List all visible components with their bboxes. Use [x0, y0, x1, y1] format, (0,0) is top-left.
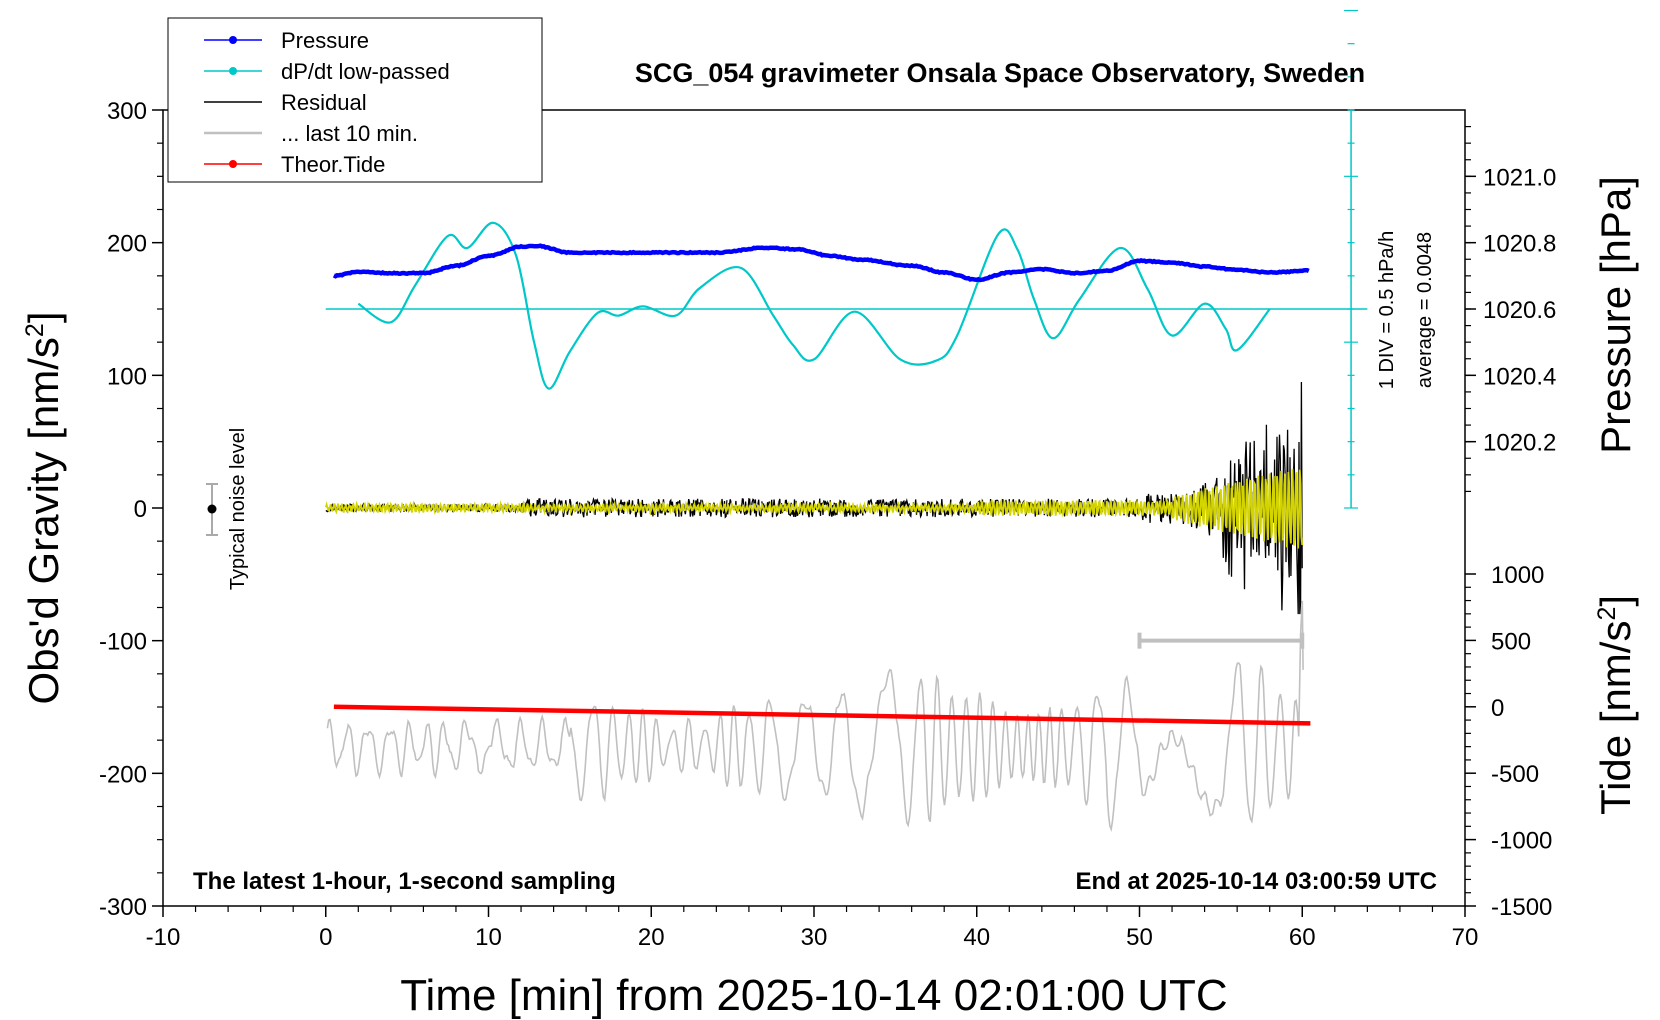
legend: Pressure dP/dt low-passed Residual ... last…	[167, 17, 543, 183]
legend-item: Theor.Tide	[204, 152, 385, 177]
x-tick-label: 10	[475, 924, 502, 951]
y-tick-label-gravity: 300	[107, 98, 147, 125]
legend-item: ... last 10 min.	[204, 121, 418, 146]
y-axis-label-gravity: Obs'd Gravity [nm/s2]	[20, 311, 67, 704]
y-tick-label-gravity: 200	[107, 231, 147, 258]
legend-label: Pressure	[281, 28, 369, 53]
y-tick-label-tide: 1000	[1491, 562, 1544, 589]
y-tick-label-tide: -500	[1491, 761, 1539, 788]
legend-box	[167, 17, 543, 183]
x-tick-label: 0	[319, 924, 332, 951]
data-traces	[324, 9, 1368, 832]
noise-indicator	[206, 483, 218, 536]
legend-label: ... last 10 min.	[281, 121, 418, 146]
x-tick-label: 70	[1452, 924, 1479, 951]
noise-label: Typical noise level	[227, 428, 249, 590]
y-tick-label-gravity: -100	[99, 629, 147, 656]
dpdt-scale-label: 1 DIV = 0.5 hPa/h	[1376, 231, 1398, 389]
y-tick-label-tide: 500	[1491, 628, 1531, 655]
x-tick-label: 20	[638, 924, 665, 951]
tide-trace	[333, 704, 1311, 726]
legend-item: Residual	[204, 90, 367, 115]
legend-item: dP/dt low-passed	[204, 59, 450, 84]
legend-item: Pressure	[204, 28, 369, 53]
x-tick-label: -10	[146, 924, 181, 951]
y-tick-label-pressure: 1020.8	[1483, 231, 1556, 258]
bottom-left-note: The latest 1-hour, 1-second sampling	[193, 868, 616, 895]
y-tick-label-gravity: 0	[134, 496, 147, 523]
y-tick-label-pressure: 1020.2	[1483, 430, 1556, 457]
y-tick-label-pressure: 1021.0	[1483, 164, 1556, 191]
residual-filtered-trace	[324, 468, 1304, 549]
legend-marker	[229, 36, 237, 44]
y-tick-label-gravity: 100	[107, 363, 147, 390]
y-tick-label-pressure: 1020.4	[1483, 363, 1556, 390]
pressure-trace	[332, 243, 1310, 283]
x-tick-label: 30	[801, 924, 828, 951]
bottom-right-note: End at 2025-10-14 03:00:59 UTC	[1076, 868, 1438, 895]
legend-label: dP/dt low-passed	[281, 59, 450, 84]
dpdt-average-label: average = 0.0048	[1414, 232, 1436, 388]
x-tick-label: 50	[1126, 924, 1153, 951]
x-tick-label: 40	[963, 924, 990, 951]
y-axis-label-tide: Tide [nm/s2]	[1592, 595, 1639, 815]
y-tick-label-gravity: -300	[99, 894, 147, 921]
y-axis-label-pressure: Pressure [hPa]	[1592, 176, 1639, 454]
chart-title: SCG_054 gravimeter Onsala Space Observat…	[635, 58, 1365, 88]
y-tick-label-tide: -1500	[1491, 894, 1552, 921]
last-10-min-trace	[326, 600, 1304, 832]
legend-marker	[229, 160, 237, 168]
residual-trace	[325, 381, 1303, 615]
x-tick-label: 60	[1289, 924, 1316, 951]
legend-label: Residual	[281, 90, 367, 115]
y-tick-label-gravity: -200	[99, 761, 147, 788]
legend-marker	[229, 67, 237, 75]
y-tick-label-pressure: 1020.6	[1483, 297, 1556, 324]
legend-label: Theor.Tide	[281, 152, 385, 177]
x-axis-label: Time [min] from 2025-10-14 02:01:00 UTC	[400, 971, 1227, 1020]
dpdt-trace	[357, 221, 1271, 390]
y-tick-label-tide: -1000	[1491, 828, 1552, 855]
y-tick-label-tide: 0	[1491, 695, 1504, 722]
